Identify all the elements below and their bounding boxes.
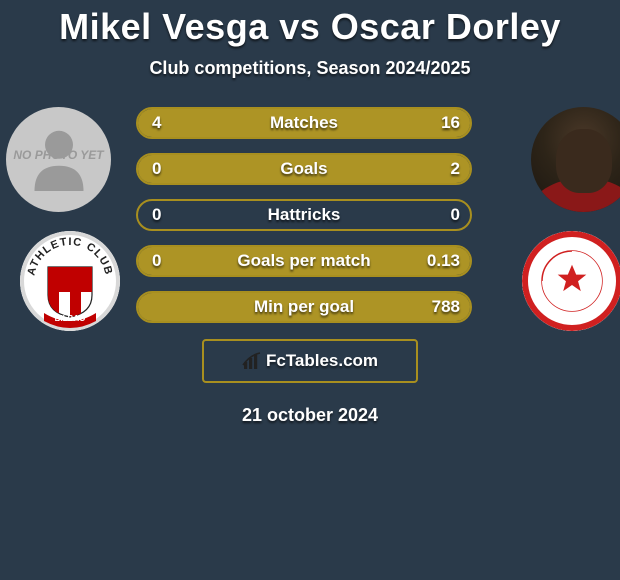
comparison-area: NO PHOTO YET ATHLETIC CLUB <box>0 107 620 337</box>
stat-value-right: 788 <box>432 297 460 317</box>
stat-value-right: 2 <box>451 159 460 179</box>
stat-label: Matches <box>270 113 338 133</box>
stat-bars: 4 16 Matches 0 2 Goals 0 0 Hattricks 0 0.13 Goals p… <box>136 107 472 337</box>
stat-value-left: 0 <box>152 159 161 179</box>
stat-label: Goals <box>280 159 327 179</box>
stat-bar-row: 0 0.13 Goals per match <box>136 245 472 277</box>
bar-fill-left <box>138 109 204 137</box>
stat-bar-row: 0 2 Goals <box>136 153 472 185</box>
no-photo-label: NO PHOTO YET <box>13 149 103 162</box>
player-left-avatar: NO PHOTO YET <box>6 107 111 212</box>
player-right-avatar <box>531 107 620 212</box>
club-right-badge: SK SLAVIA PRAHA FOTBAL <box>522 231 620 331</box>
stat-label: Hattricks <box>268 205 341 225</box>
stat-label: Min per goal <box>254 297 354 317</box>
no-photo-placeholder: NO PHOTO YET <box>6 107 111 212</box>
svg-text:BILBAO: BILBAO <box>55 314 86 323</box>
stat-value-right: 16 <box>441 113 460 133</box>
bar-chart-icon <box>242 351 262 371</box>
page-subtitle: Club competitions, Season 2024/2025 <box>0 58 620 79</box>
player-photo <box>531 107 620 212</box>
stat-value-right: 0 <box>451 205 460 225</box>
brand-text: FcTables.com <box>266 351 378 371</box>
date-line: 21 october 2024 <box>0 405 620 426</box>
stat-value-left: 0 <box>152 251 161 271</box>
stat-label: Goals per match <box>237 251 370 271</box>
page-title: Mikel Vesga vs Oscar Dorley <box>0 0 620 48</box>
brand-box: FcTables.com <box>202 339 418 383</box>
stat-value-left: 0 <box>152 205 161 225</box>
stat-bar-row: 4 16 Matches <box>136 107 472 139</box>
stat-bar-row: 0 0 Hattricks <box>136 199 472 231</box>
club-left-badge: ATHLETIC CLUB BILBAO <box>20 231 120 331</box>
stat-value-left: 4 <box>152 113 161 133</box>
stat-bar-row: 788 Min per goal <box>136 291 472 323</box>
stat-value-right: 0.13 <box>427 251 460 271</box>
no-photo-text: NO PHOTO YET <box>13 148 103 162</box>
